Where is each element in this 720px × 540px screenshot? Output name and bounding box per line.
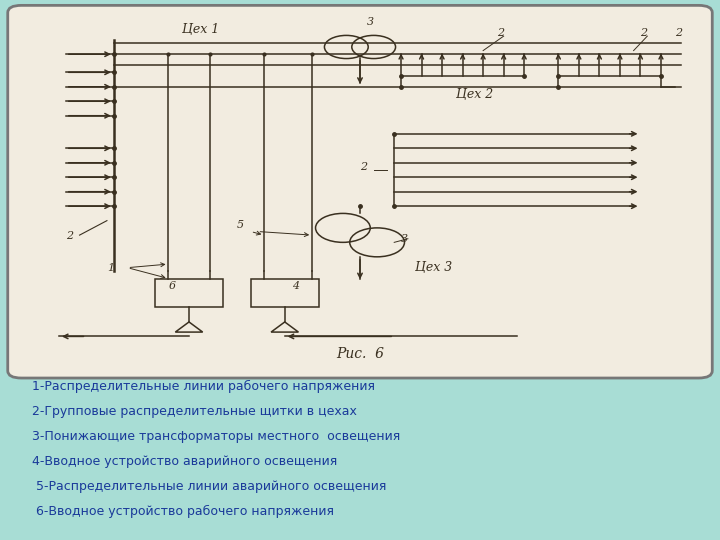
Text: Цех 1: Цех 1 — [182, 23, 220, 36]
Bar — [251, 279, 319, 307]
Text: 2: 2 — [66, 231, 73, 241]
Text: Цех 3: Цех 3 — [415, 261, 452, 274]
Text: 5: 5 — [237, 220, 244, 230]
Text: 3: 3 — [401, 234, 408, 245]
Text: 2: 2 — [497, 28, 504, 38]
Text: 4: 4 — [292, 281, 299, 292]
Text: 5-Распределительные линии аварийного освещения: 5-Распределительные линии аварийного осв… — [32, 480, 386, 493]
Text: 2: 2 — [641, 28, 647, 38]
Text: 2: 2 — [360, 162, 367, 172]
Text: Цех 2: Цех 2 — [456, 87, 493, 100]
Text: 6-Вводное устройство рабочего напряжения: 6-Вводное устройство рабочего напряжения — [32, 505, 333, 518]
Text: Рис.  6: Рис. 6 — [336, 347, 384, 361]
Text: 6: 6 — [168, 281, 176, 292]
Text: 1-Распределительные линии рабочего напряжения: 1-Распределительные линии рабочего напря… — [32, 380, 374, 393]
Text: 2: 2 — [675, 28, 682, 38]
Text: 3-Понижающие трансформаторы местного  освещения: 3-Понижающие трансформаторы местного осв… — [32, 430, 400, 443]
Text: 1: 1 — [107, 264, 114, 273]
Text: 4-Вводное устройство аварийного освещения: 4-Вводное устройство аварийного освещени… — [32, 455, 337, 468]
Bar — [155, 279, 223, 307]
Text: 2-Групповые распределительные щитки в цехах: 2-Групповые распределительные щитки в це… — [32, 404, 356, 417]
FancyBboxPatch shape — [8, 5, 712, 378]
Text: 3: 3 — [366, 17, 374, 28]
